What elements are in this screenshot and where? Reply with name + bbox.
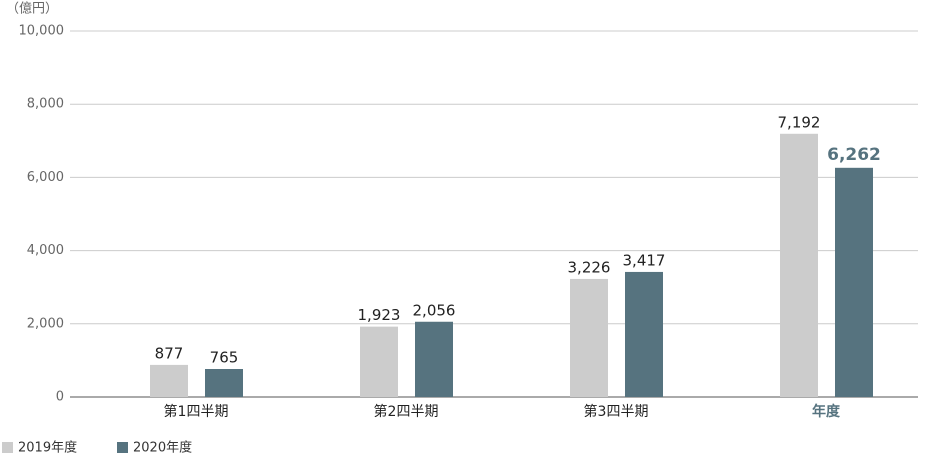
value-label: 765 [210,349,239,367]
y-tick-label: 10,000 [19,24,65,39]
value-label: 7,192 [778,113,821,131]
y-tick-label: 6,000 [27,170,64,185]
bar [570,278,608,397]
x-tick-label: 第3四半期 [584,403,649,420]
x-tick-label: 第2四半期 [374,403,439,420]
unit-label: （億円） [6,1,58,17]
bar [150,364,188,397]
x-tick-label: 年度 [812,403,841,420]
y-tick-label: 0 [56,390,64,405]
y-tick-label: 8,000 [27,97,64,112]
value-label: 6,262 [827,145,881,165]
value-label: 3,417 [623,251,666,269]
y-tick-label: 2,000 [27,316,64,331]
bar [780,133,818,397]
bar [625,271,663,397]
value-label: 1,923 [358,306,401,324]
bar [360,326,398,397]
value-label: 3,226 [568,258,611,276]
legend-swatch [117,442,128,453]
legend-swatch [2,442,13,453]
y-tick-label: 4,000 [27,243,64,258]
legend-label: 2019年度 [18,440,77,456]
bar [205,369,243,397]
value-label: 877 [155,344,184,362]
legend-label: 2020年度 [133,440,192,456]
value-label: 2,056 [413,301,456,319]
bar [415,321,453,397]
x-tick-label: 第1四半期 [164,403,229,420]
bar [835,167,873,397]
